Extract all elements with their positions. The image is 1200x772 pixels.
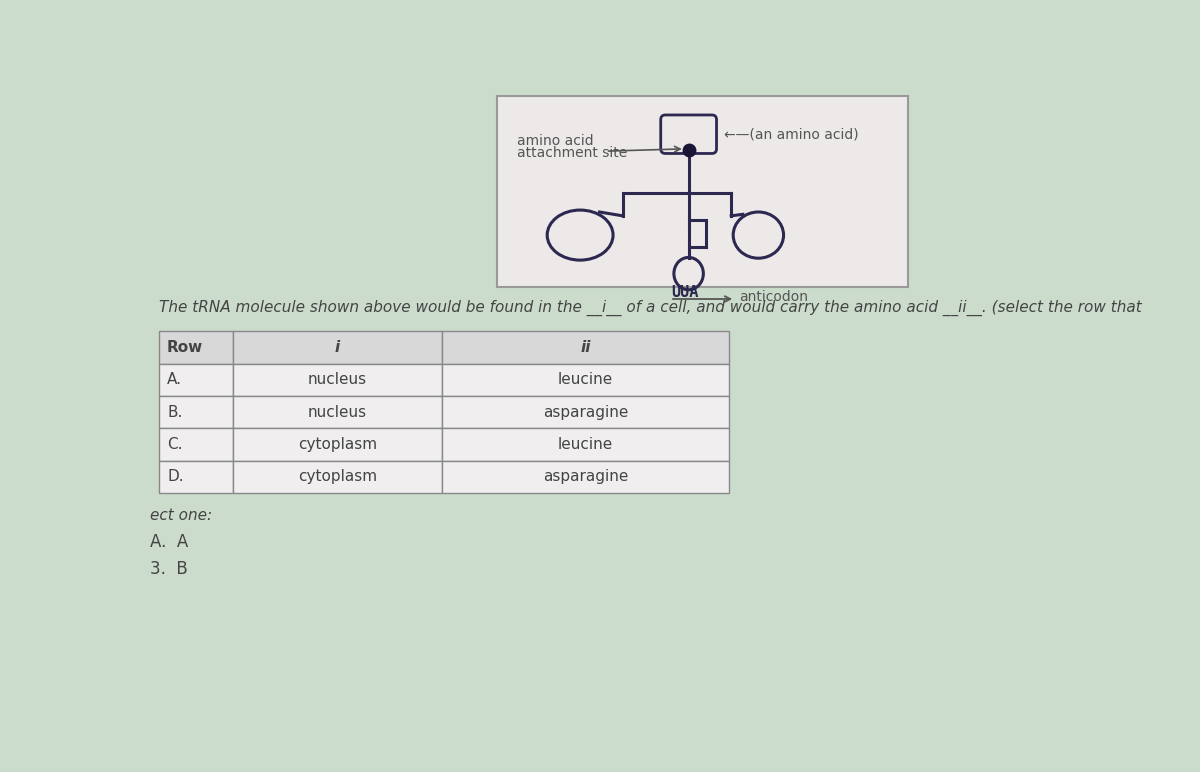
Bar bbox=[233, 461, 442, 493]
Bar bbox=[442, 331, 728, 364]
Bar bbox=[233, 364, 442, 396]
Bar bbox=[442, 428, 728, 461]
Text: B.: B. bbox=[167, 405, 182, 420]
Text: asparagine: asparagine bbox=[542, 469, 629, 484]
FancyBboxPatch shape bbox=[661, 115, 716, 154]
Bar bbox=[160, 331, 233, 364]
Text: The tRNA molecule shown above would be found in the __i__ of a cell, and would c: The tRNA molecule shown above would be f… bbox=[160, 300, 1142, 317]
Text: leucine: leucine bbox=[558, 372, 613, 388]
Bar bbox=[233, 396, 442, 428]
Text: Row: Row bbox=[167, 340, 203, 355]
Text: anticodon: anticodon bbox=[739, 290, 808, 304]
Text: cytoplasm: cytoplasm bbox=[298, 437, 377, 452]
Text: C.: C. bbox=[167, 437, 182, 452]
Text: i: i bbox=[335, 340, 340, 355]
Text: attachment site: attachment site bbox=[516, 147, 626, 161]
Bar bbox=[442, 461, 728, 493]
Bar bbox=[233, 428, 442, 461]
Text: amino acid: amino acid bbox=[516, 134, 593, 148]
Text: ←—(an amino acid): ←—(an amino acid) bbox=[724, 127, 858, 141]
Text: cytoplasm: cytoplasm bbox=[298, 469, 377, 484]
Text: 3.  B: 3. B bbox=[150, 560, 187, 578]
Text: UUA: UUA bbox=[672, 285, 698, 300]
Text: A.  A: A. A bbox=[150, 533, 188, 551]
Bar bbox=[497, 96, 908, 287]
Text: A.: A. bbox=[167, 372, 182, 388]
Text: nucleus: nucleus bbox=[308, 372, 367, 388]
Text: nucleus: nucleus bbox=[308, 405, 367, 420]
Text: asparagine: asparagine bbox=[542, 405, 629, 420]
Bar bbox=[233, 331, 442, 364]
Text: D.: D. bbox=[167, 469, 184, 484]
Text: leucine: leucine bbox=[558, 437, 613, 452]
Text: ect one:: ect one: bbox=[150, 508, 212, 523]
Text: ii: ii bbox=[581, 340, 590, 355]
Bar bbox=[442, 396, 728, 428]
Bar bbox=[160, 461, 233, 493]
Bar bbox=[160, 364, 233, 396]
Bar bbox=[160, 396, 233, 428]
Bar bbox=[442, 364, 728, 396]
Bar bbox=[160, 428, 233, 461]
